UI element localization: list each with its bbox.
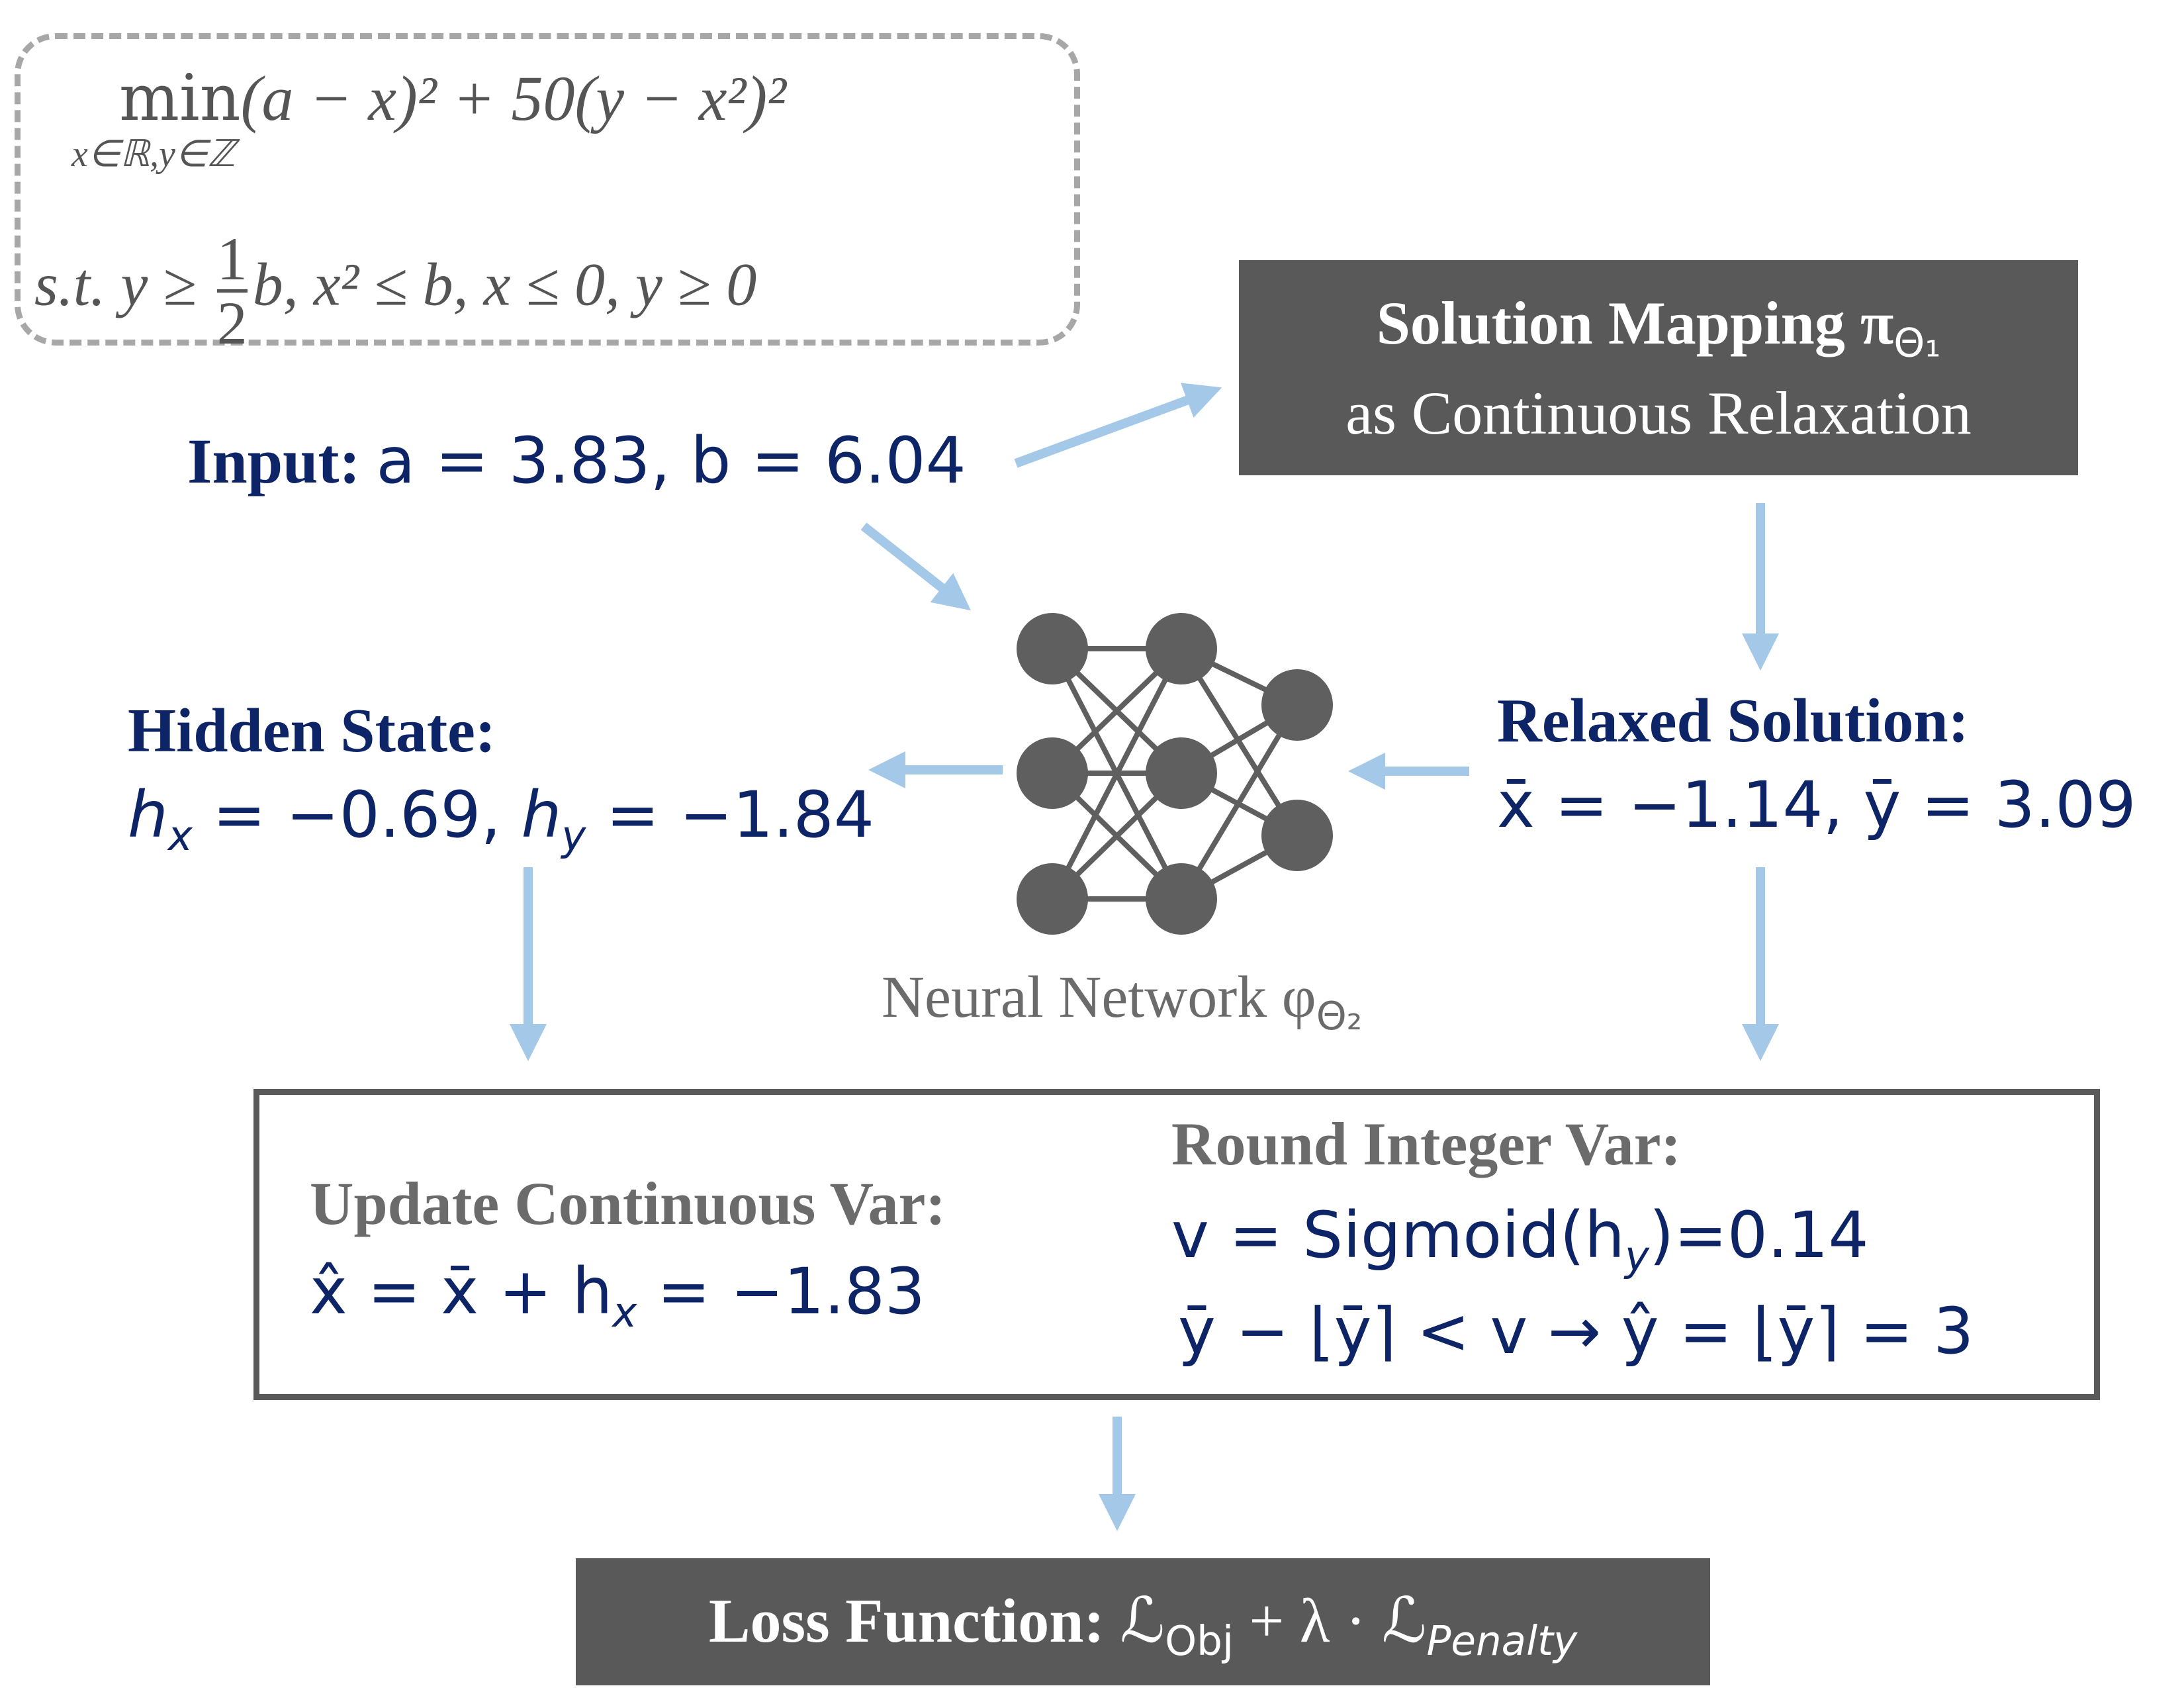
loss-symbol: ℒ	[1120, 1587, 1165, 1656]
loss-obj-subscript: Obj	[1165, 1617, 1234, 1665]
mapping-title-text: Solution Mapping π	[1376, 289, 1894, 357]
hidden-state-values: hx = −0.69, hy = −1.84	[128, 778, 874, 860]
hy-value: = −1.84	[586, 778, 874, 852]
round-sigmoid-formula: v = Sigmoid(hy)=0.14	[1171, 1198, 1869, 1280]
update-formula-tail: = −1.83	[637, 1254, 925, 1329]
update-continuous-formula: x̂ = x̄ + hx = −1.83	[310, 1254, 925, 1336]
input-label: Input:	[187, 426, 361, 496]
objective-function: min(a − x)² + 50(y − x²)²	[119, 61, 786, 135]
update-continuous-title: Update Continuous Var:	[310, 1170, 946, 1237]
loss-penalty-subscript: Penalty	[1426, 1617, 1578, 1665]
input-line: Input: a = 3.83, b = 6.04	[187, 424, 966, 498]
round-v-tail: )=0.14	[1649, 1198, 1869, 1272]
loss-label: Loss Function:	[708, 1587, 1120, 1656]
fraction-numerator: 1	[216, 225, 248, 293]
update-formula-subscript: x	[612, 1288, 637, 1337]
constraints-prefix: s.t. y ≥	[34, 250, 197, 318]
mapping-title-subscript: Θ₁	[1893, 320, 1941, 367]
round-v-main: v = Sigmoid(h	[1171, 1198, 1625, 1272]
loss-function-text: Loss Function: ℒObj + λ · ℒPenalty	[576, 1585, 1710, 1665]
relaxed-solution-title: Relaxed Solution:	[1497, 686, 1969, 755]
hx-symbol: h	[128, 778, 168, 852]
arrow-input-to-mapping	[1014, 383, 1222, 468]
problem-box	[15, 33, 1080, 346]
neural-network-label-text: Neural Network φ	[882, 964, 1316, 1030]
fraction-denominator: 2	[216, 289, 248, 357]
hy-symbol: h	[521, 778, 562, 852]
constraints: s.t. y ≥ 1 2 b, x² ≤ b, x ≤ 0, y ≥ 0	[34, 228, 756, 353]
hx-value: = −0.69,	[192, 778, 522, 852]
round-integer-title: Round Integer Var:	[1171, 1110, 1682, 1178]
hx-subscript: x	[167, 812, 193, 861]
loss-function-box: Loss Function: ℒObj + λ · ℒPenalty	[576, 1558, 1710, 1685]
mapping-subtitle: as Continuous Relaxation	[1345, 379, 1972, 447]
neural-network-label-subscript: Θ₂	[1316, 994, 1363, 1039]
hy-subscript: y	[561, 812, 586, 861]
input-values: a = 3.83, b = 6.04	[376, 424, 966, 498]
arrow-input-to-network	[860, 522, 972, 611]
constraint-fraction: 1 2	[216, 225, 248, 357]
relaxed-solution-values: x̄ = −1.14, ȳ = 3.09	[1497, 768, 2136, 842]
objective-domain: x∈ℝ,y∈ℤ	[71, 134, 236, 175]
round-integer-formula: ȳ − ⌊ȳ⌉ < v → ŷ = ⌊ȳ⌉ = 3	[1178, 1294, 1974, 1368]
mapping-title: Solution Mapping πΘ₁	[1239, 288, 2078, 366]
update-formula-main: x̂ = x̄ + h	[310, 1254, 613, 1329]
neural-network-icon	[1017, 613, 1333, 935]
update-box	[253, 1089, 2100, 1400]
objective-expression: (a − x)² + 50(y − x²)²	[240, 63, 786, 134]
hidden-state-title: Hidden State:	[128, 696, 496, 765]
constraints-rest: b, x² ≤ b, x ≤ 0, y ≥ 0	[252, 250, 757, 318]
loss-middle: + λ · ℒ	[1233, 1587, 1427, 1656]
solution-mapping-box: Solution Mapping πΘ₁ as Continuous Relax…	[1239, 260, 2078, 475]
min-operator: min	[119, 61, 241, 135]
neural-network-label: Neural Network φΘ₂	[882, 963, 1362, 1039]
round-v-subscript: y	[1624, 1232, 1649, 1281]
